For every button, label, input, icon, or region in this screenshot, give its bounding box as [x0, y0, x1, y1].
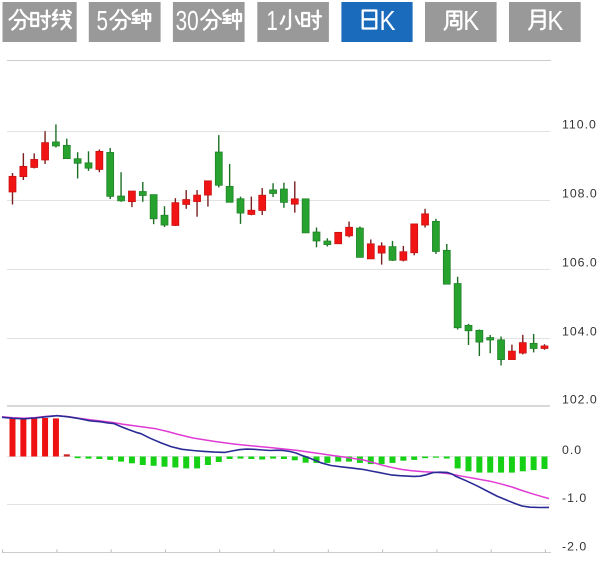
- svg-text:104.0: 104.0: [562, 325, 598, 339]
- svg-text:110.0: 110.0: [562, 118, 597, 132]
- svg-text:5: 5: [97, 5, 109, 36]
- svg-text:K: K: [547, 5, 563, 36]
- svg-text:-1.0: -1.0: [562, 491, 587, 505]
- svg-text:106.0: 106.0: [562, 256, 598, 270]
- svg-text:K: K: [380, 5, 396, 36]
- svg-text:0.0: 0.0: [562, 443, 582, 457]
- svg-text:102.0: 102.0: [562, 393, 598, 407]
- svg-text:1: 1: [266, 5, 278, 36]
- svg-text:108.0: 108.0: [562, 187, 598, 201]
- svg-text:-2.0: -2.0: [562, 540, 587, 554]
- svg-text:30: 30: [176, 5, 199, 36]
- svg-text:K: K: [463, 5, 479, 36]
